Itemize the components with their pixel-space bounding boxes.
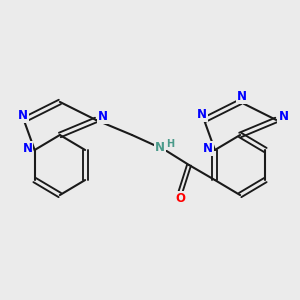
Text: N: N [22,142,32,155]
Text: H: H [167,139,175,149]
Text: N: N [203,142,213,155]
Text: N: N [98,110,108,124]
Text: N: N [278,110,288,124]
Text: N: N [155,141,165,154]
Text: N: N [237,90,247,103]
Text: O: O [175,192,185,205]
Text: N: N [18,109,28,122]
Text: N: N [197,108,207,121]
